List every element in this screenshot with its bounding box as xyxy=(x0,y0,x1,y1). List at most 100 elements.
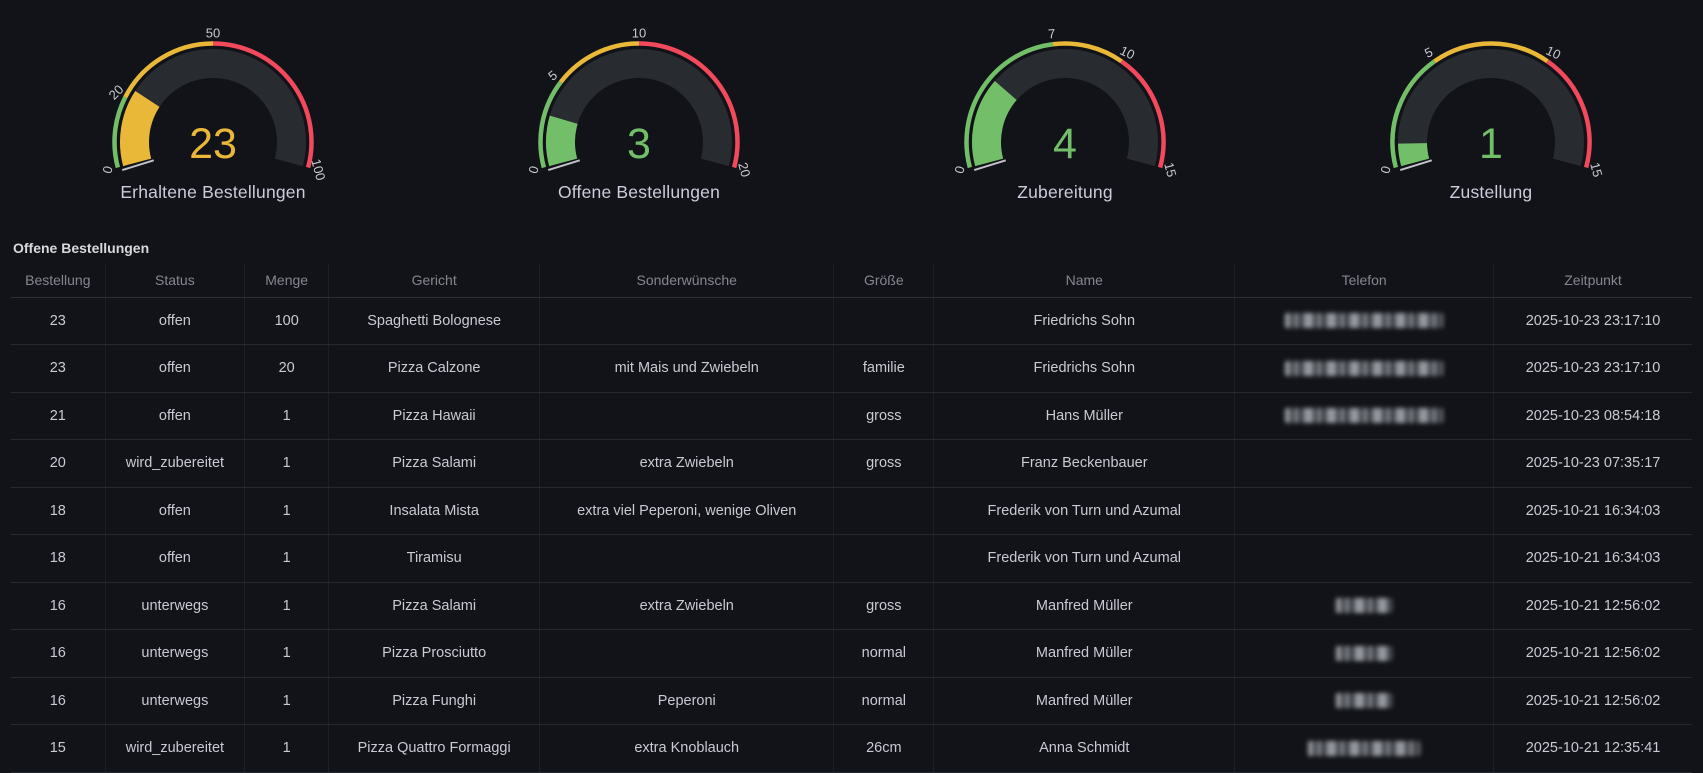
cell-bestellung: 16 xyxy=(11,629,106,678)
redacted-phone-blur xyxy=(1285,360,1444,376)
column-header-sonderwuensche[interactable]: Sonderwünsche xyxy=(539,264,834,298)
cell-zeitpunkt: 2025-10-21 12:56:02 xyxy=(1493,629,1692,678)
gauge-tick-label: 50 xyxy=(206,25,220,40)
gauge-chart: 0 5 10 20 3 xyxy=(525,25,753,179)
gauge-tick-label: 20 xyxy=(735,161,753,179)
cell-name: Manfred Müller xyxy=(933,582,1235,630)
gauge-tick-label: 5 xyxy=(1422,44,1435,61)
gauge-threshold-arc xyxy=(559,41,640,84)
column-header-gericht[interactable]: Gericht xyxy=(328,264,540,298)
cell-telefon xyxy=(1234,724,1494,773)
cell-zeitpunkt: 2025-10-21 16:34:03 xyxy=(1493,487,1692,535)
cell-sonderwuensche: extra Zwiebeln xyxy=(539,582,834,630)
order-row: 21 offen 1 Pizza Hawaii gross Hans Müller 2025… xyxy=(11,392,1692,440)
cell-menge: 20 xyxy=(244,344,329,393)
gauge-tick-label: 15 xyxy=(1161,161,1179,179)
cell-bestellung: 23 xyxy=(11,297,106,345)
cell-zeitpunkt: 2025-10-21 16:34:03 xyxy=(1493,534,1692,583)
cell-telefon xyxy=(1234,439,1494,488)
cell-gericht: Spaghetti Bolognese xyxy=(328,297,540,345)
cell-menge: 1 xyxy=(244,439,329,488)
cell-sonderwuensche: mit Mais und Zwiebeln xyxy=(539,344,834,393)
cell-telefon xyxy=(1234,677,1494,725)
gauge-threshold-arc xyxy=(212,41,314,169)
cell-menge: 1 xyxy=(244,629,329,678)
order-row: 16 unterwegs 1 Pizza Funghi Peperoni normal Ma… xyxy=(11,677,1692,725)
column-header-name[interactable]: Name xyxy=(933,264,1235,298)
order-row: 15 wird_zubereitet 1 Pizza Quattro Formaggi… xyxy=(11,724,1692,773)
column-header-zeitpunkt[interactable]: Zeitpunkt xyxy=(1493,264,1692,298)
cell-menge: 1 xyxy=(244,392,329,440)
cell-groesse: familie xyxy=(833,344,934,393)
gauge-tick-label: 5 xyxy=(545,67,560,83)
cell-status: offen xyxy=(104,344,245,393)
cell-zeitpunkt: 2025-10-23 07:35:17 xyxy=(1493,439,1692,488)
gauge-tick-label: 7 xyxy=(1047,26,1056,42)
gauge-title: Erhaltene Bestellungen xyxy=(120,182,306,202)
cell-gericht: Pizza Quattro Formaggi xyxy=(328,724,540,773)
gauge-threshold-arc xyxy=(638,41,740,169)
gauge-tick-label: 0 xyxy=(951,164,967,175)
cell-telefon xyxy=(1234,392,1494,440)
gauge-value: 3 xyxy=(627,120,651,168)
cell-zeitpunkt: 2025-10-23 08:54:18 xyxy=(1493,392,1692,440)
column-header-groesse[interactable]: Größe xyxy=(833,264,934,298)
cell-telefon xyxy=(1234,582,1494,630)
gauge-panel-offene-bestellungen: 0 5 10 20 3 Offene Bestellungen xyxy=(426,0,852,208)
gauge-tick-label: 10 xyxy=(1544,43,1563,63)
cell-name: Frederik von Turn und Azumal xyxy=(933,534,1235,583)
redacted-phone-blur xyxy=(1285,408,1444,424)
gauge-title: Zubereitung xyxy=(1017,182,1113,202)
gauge-value-bar xyxy=(1398,142,1430,167)
cell-groesse xyxy=(833,487,934,535)
column-header-menge[interactable]: Menge xyxy=(244,264,329,298)
cell-name: Friedrichs Sohn xyxy=(933,297,1235,345)
gauge-panels-row: 0 20 50 100 23 Erhaltene Bestellungen 0 5 10 20 3 O… xyxy=(0,0,1703,208)
cell-sonderwuensche: Peperoni xyxy=(539,677,834,725)
cell-name: Franz Beckenbauer xyxy=(933,439,1235,488)
cell-gericht: Pizza Hawaii xyxy=(328,392,540,440)
gauge-value: 4 xyxy=(1053,120,1077,168)
cell-status: unterwegs xyxy=(104,629,245,678)
column-header-bestellung[interactable]: Bestellung xyxy=(11,264,106,298)
cell-gericht: Pizza Prosciutto xyxy=(328,629,540,678)
cell-telefon xyxy=(1234,629,1494,678)
cell-zeitpunkt: 2025-10-23 23:17:10 xyxy=(1493,297,1692,345)
cell-status: unterwegs xyxy=(104,582,245,630)
gauge-threshold-arc xyxy=(1120,59,1166,169)
column-header-status[interactable]: Status xyxy=(104,264,245,298)
cell-name: Frederik von Turn und Azumal xyxy=(933,487,1235,535)
cell-menge: 1 xyxy=(244,582,329,630)
gauge-tick-label: 10 xyxy=(632,25,646,40)
table-panel-title[interactable]: Offene Bestellungen xyxy=(13,240,150,256)
order-row: 16 unterwegs 1 Pizza Salami extra Zwiebeln gr… xyxy=(11,582,1692,630)
cell-name: Manfred Müller xyxy=(933,629,1235,678)
cell-groesse: normal xyxy=(833,677,934,725)
gauge-threshold-arc xyxy=(964,41,1054,169)
order-row: 20 wird_zubereitet 1 Pizza Salami extra Zwie… xyxy=(11,439,1692,488)
cell-bestellung: 16 xyxy=(11,677,106,725)
order-row: 18 offen 1 Tiramisu Frederik von Turn und Az… xyxy=(11,534,1692,583)
cell-status: offen xyxy=(104,297,245,345)
gauge-threshold-arc xyxy=(112,96,128,169)
cell-status: wird_zubereitet xyxy=(104,724,245,773)
cell-name: Anna Schmidt xyxy=(933,724,1235,773)
column-header-telefon[interactable]: Telefon xyxy=(1234,264,1494,298)
cell-name: Hans Müller xyxy=(933,392,1235,440)
cell-gericht: Insalata Mista xyxy=(328,487,540,535)
cell-status: offen xyxy=(104,534,245,583)
cell-telefon xyxy=(1234,297,1494,345)
gauge-tick-label: 0 xyxy=(1377,164,1393,175)
order-row: 23 offen 100 Spaghetti Bolognese Friedrichs … xyxy=(11,297,1692,345)
cell-telefon xyxy=(1234,487,1494,535)
cell-gericht: Pizza Funghi xyxy=(328,677,540,725)
cell-bestellung: 21 xyxy=(11,392,106,440)
gauge-value: 23 xyxy=(189,120,237,168)
redacted-phone-blur xyxy=(1285,313,1444,329)
cell-telefon xyxy=(1234,344,1494,393)
gauge-title: Offene Bestellungen xyxy=(557,182,721,202)
gauge-value: 1 xyxy=(1479,120,1503,168)
cell-bestellung: 18 xyxy=(11,534,106,583)
order-row: 16 unterwegs 1 Pizza Prosciutto normal Manfre… xyxy=(11,629,1692,678)
